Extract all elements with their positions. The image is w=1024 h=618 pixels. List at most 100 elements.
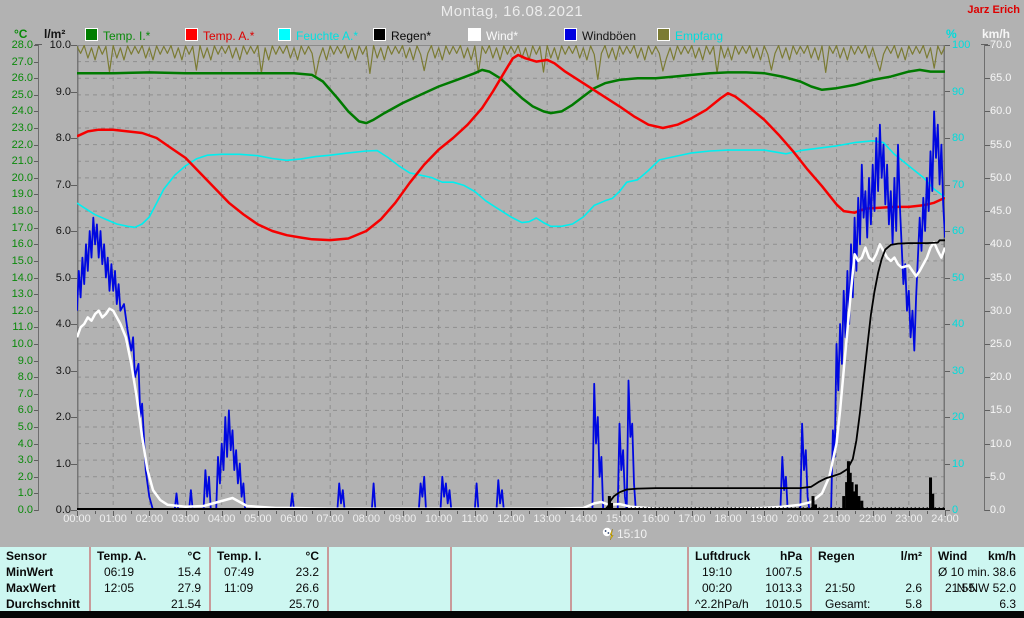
stats-time-cell: ^2.2hPa/h [695,597,749,611]
legend-swatch-windboeen [564,28,577,41]
time-axis-label: 05:00 [244,513,272,525]
legend-label-temp-a: Temp. A.* [203,29,255,43]
temp-axis-label: 22.0 [11,138,33,151]
stats-section-title: Regen [818,549,855,563]
axis-tick [34,327,38,328]
stats-section-unit: l/m² [900,549,922,563]
legend-label-wind: Wind* [486,29,519,43]
temp-axis-label: 13.0 [11,288,33,301]
stats-time-cell: Ø 10 min. [938,565,991,579]
stats-value-row [452,581,570,596]
temp-axis-label: 19.0 [11,188,33,201]
stats-value-cell: 2.6 [905,581,922,595]
time-axis-label: 18:00 [714,513,742,525]
axis-tick [439,511,440,516]
time-axis-label: 09:00 [388,513,417,525]
bottom-bar [0,611,1024,618]
stats-value-cell: 15.4 [177,565,201,579]
stats-value-cell: 23.2 [295,565,319,579]
time-axis-label: 08:00 [352,513,381,525]
humidity-axis-label: 40 [952,318,965,330]
axis-tick [34,278,38,279]
axis-tick [945,45,950,46]
legend-label-windboeen: Windböen [582,29,637,43]
unit-label-celsius: °C [14,27,28,41]
stats-section-header [452,549,570,564]
stats-value-cell: 21.54 [170,597,201,611]
axis-tick [34,361,38,362]
windspeed-axis-line [984,44,985,511]
stats-value-row [329,581,450,596]
stats-value-cell: 38.6 [992,565,1016,579]
windspeed-axis-label: 30.0 [990,304,1012,317]
axis-tick [529,511,530,514]
stats-row-label-text: MinWert [6,565,54,579]
axis-tick [403,511,404,516]
axis-tick [258,511,259,516]
windspeed-axis-label: 0.0 [990,504,1006,516]
axis-tick [34,377,38,378]
axis-tick [692,511,693,516]
axis-tick [985,178,990,179]
axis-tick [34,344,38,345]
axis-tick [34,493,38,494]
windspeed-axis-label: 50.0 [990,171,1012,184]
time-axis-label: 10:00 [424,513,453,525]
axis-tick [493,511,494,514]
axis-tick [294,511,295,516]
stats-section-header: Wind km/h [932,549,1024,564]
axis-tick [34,510,38,511]
chart-canvas [75,44,947,511]
humidity-axis-label: 30 [952,364,965,377]
stats-section-unit: °C [187,549,201,563]
axis-tick [985,45,990,46]
axis-tick [985,311,990,312]
legend-item-temp-a[interactable]: Temp. A.* [185,28,254,43]
axis-tick [710,511,711,514]
temp-axis-label: 24.0 [11,105,33,118]
stats-row-label: MinWert [0,565,89,580]
time-axis-label: 06:00 [280,513,308,525]
legend-item-empfang[interactable]: Empfang [657,28,723,43]
temp-axis-label: 21.0 [11,155,33,168]
stats-value-cell: 27.9 [177,581,201,595]
legend-item-feuchte-a[interactable]: Feuchte A.* [278,28,358,43]
time-axis-label: 04:00 [207,513,236,525]
axis-tick [222,511,223,516]
axis-tick [34,178,38,179]
stats-value-row: 25.70 [211,597,327,612]
axis-tick [945,324,950,325]
temp-axis-label: 5.0 [17,420,33,433]
temp-axis-label: 20.0 [11,171,33,184]
axis-tick [981,44,988,45]
temp-axis-label: 10.0 [11,337,33,350]
legend-item-regen[interactable]: Regen* [373,28,431,43]
legend-swatch-temp-a [185,28,198,41]
windspeed-axis-label: 10.0 [990,437,1012,450]
legend-item-windboeen[interactable]: Windböen [564,28,636,43]
legend-item-temp-i[interactable]: Temp. I.* [85,28,150,43]
temp-axis-label: 15.0 [11,254,33,267]
stats-time-cell: Gesamt: [825,597,871,611]
chart-legend: Temp. I.* Temp. A.* Feuchte A.* Regen* Wind*… [0,28,1024,44]
windspeed-axis-label: 40.0 [990,238,1012,251]
plot-area[interactable] [75,44,947,511]
rain-axis-label: 4.0 [55,318,71,330]
axis-tick [34,45,38,46]
time-axis-label: 13:00 [533,513,561,525]
stats-value-row [572,581,687,596]
axis-tick [945,464,950,465]
axis-tick [746,511,747,514]
stats-value-row: 06:19 15.4 [91,565,209,580]
axis-tick [131,511,132,514]
stats-row-label-text: Sensor [6,549,47,563]
time-axis-label: 01:00 [99,513,127,525]
rain-axis-label: 3.0 [55,364,71,377]
stats-section-regen: Regen l/m² 21:50 2.6 Gesamt: 5.8 [810,547,930,611]
axis-tick [34,460,38,461]
legend-item-wind[interactable]: Wind* [468,28,518,43]
legend-swatch-empfang [657,28,670,41]
time-axis-label: 00:00 [63,513,91,525]
legend-swatch-wind [468,28,481,41]
